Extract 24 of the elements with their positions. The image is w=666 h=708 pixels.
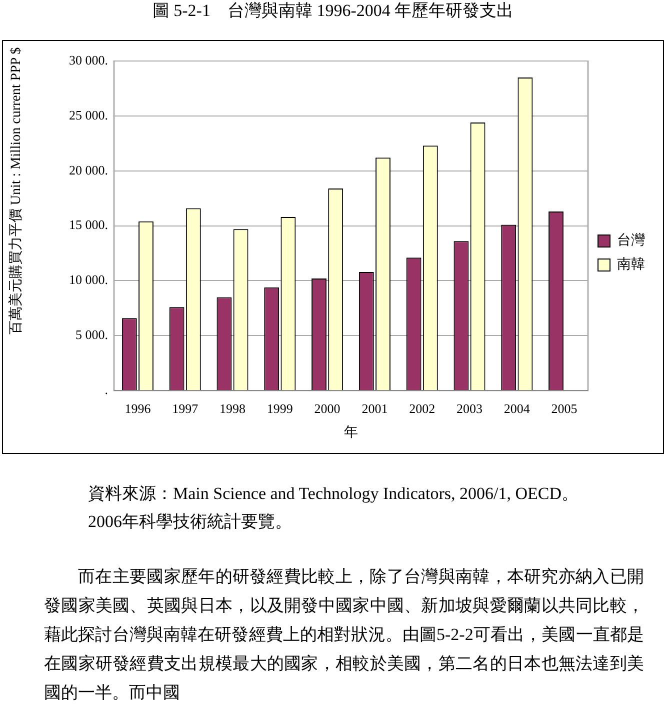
x-tick-label: 1997 bbox=[172, 400, 199, 416]
y-tick-label: 5 000. bbox=[76, 327, 108, 342]
chart-title: 圖 5-2-1 台灣與南韓 1996-2004 年歷年研發支出 bbox=[151, 0, 515, 22]
y-tick-label: 15 000. bbox=[69, 217, 108, 232]
y-tick-label: 25 000. bbox=[69, 107, 108, 122]
x-tick-label: 2002 bbox=[409, 400, 436, 416]
x-tick-label: 1996 bbox=[124, 400, 152, 416]
source-note: 資料來源：Main Science and Technology Indicators, 2006/1, OECD。2006年科學技術統計要覽。 bbox=[88, 483, 580, 533]
x-tick-label: 2003 bbox=[456, 400, 482, 416]
y-tick-label: . bbox=[104, 382, 108, 398]
x-tick-label: 1999 bbox=[266, 400, 293, 416]
x-tick-label: 2000 bbox=[314, 400, 340, 416]
text: 而在主要國家歷年的研發經費比較上，除了台灣與南韓，本研究亦納入已開發國家美國、英國與日本，以及開發中國家中國、新加坡與愛爾蘭以共同比較，藉此探討台灣與南韓在研發經費上的相對狀況。由圖5-2-2可看出，美國一直都是在國家研發經費支出規模最大的國家，相較於美國，第二名的日本也無法達到美國的一半。而中國 bbox=[44, 566, 644, 704]
y-axis-title: 百萬美元購買力平價 Unit : Million current PPP $ bbox=[8, 46, 25, 337]
x-tick-label: 2001 bbox=[362, 400, 388, 416]
x-tick-label: 2004 bbox=[504, 400, 530, 416]
y-tick-label: 20 000. bbox=[69, 162, 108, 178]
x-tick-label: 2005 bbox=[551, 400, 578, 416]
y-tick-label: 10 000. bbox=[69, 272, 108, 288]
legend-label: 南韓 bbox=[617, 256, 645, 273]
x-tick-label: 1998 bbox=[220, 400, 246, 416]
x-axis-title: 年 bbox=[344, 423, 358, 440]
y-tick-label: 30 000. bbox=[69, 52, 108, 68]
legend-label: 台灣 bbox=[617, 232, 645, 249]
